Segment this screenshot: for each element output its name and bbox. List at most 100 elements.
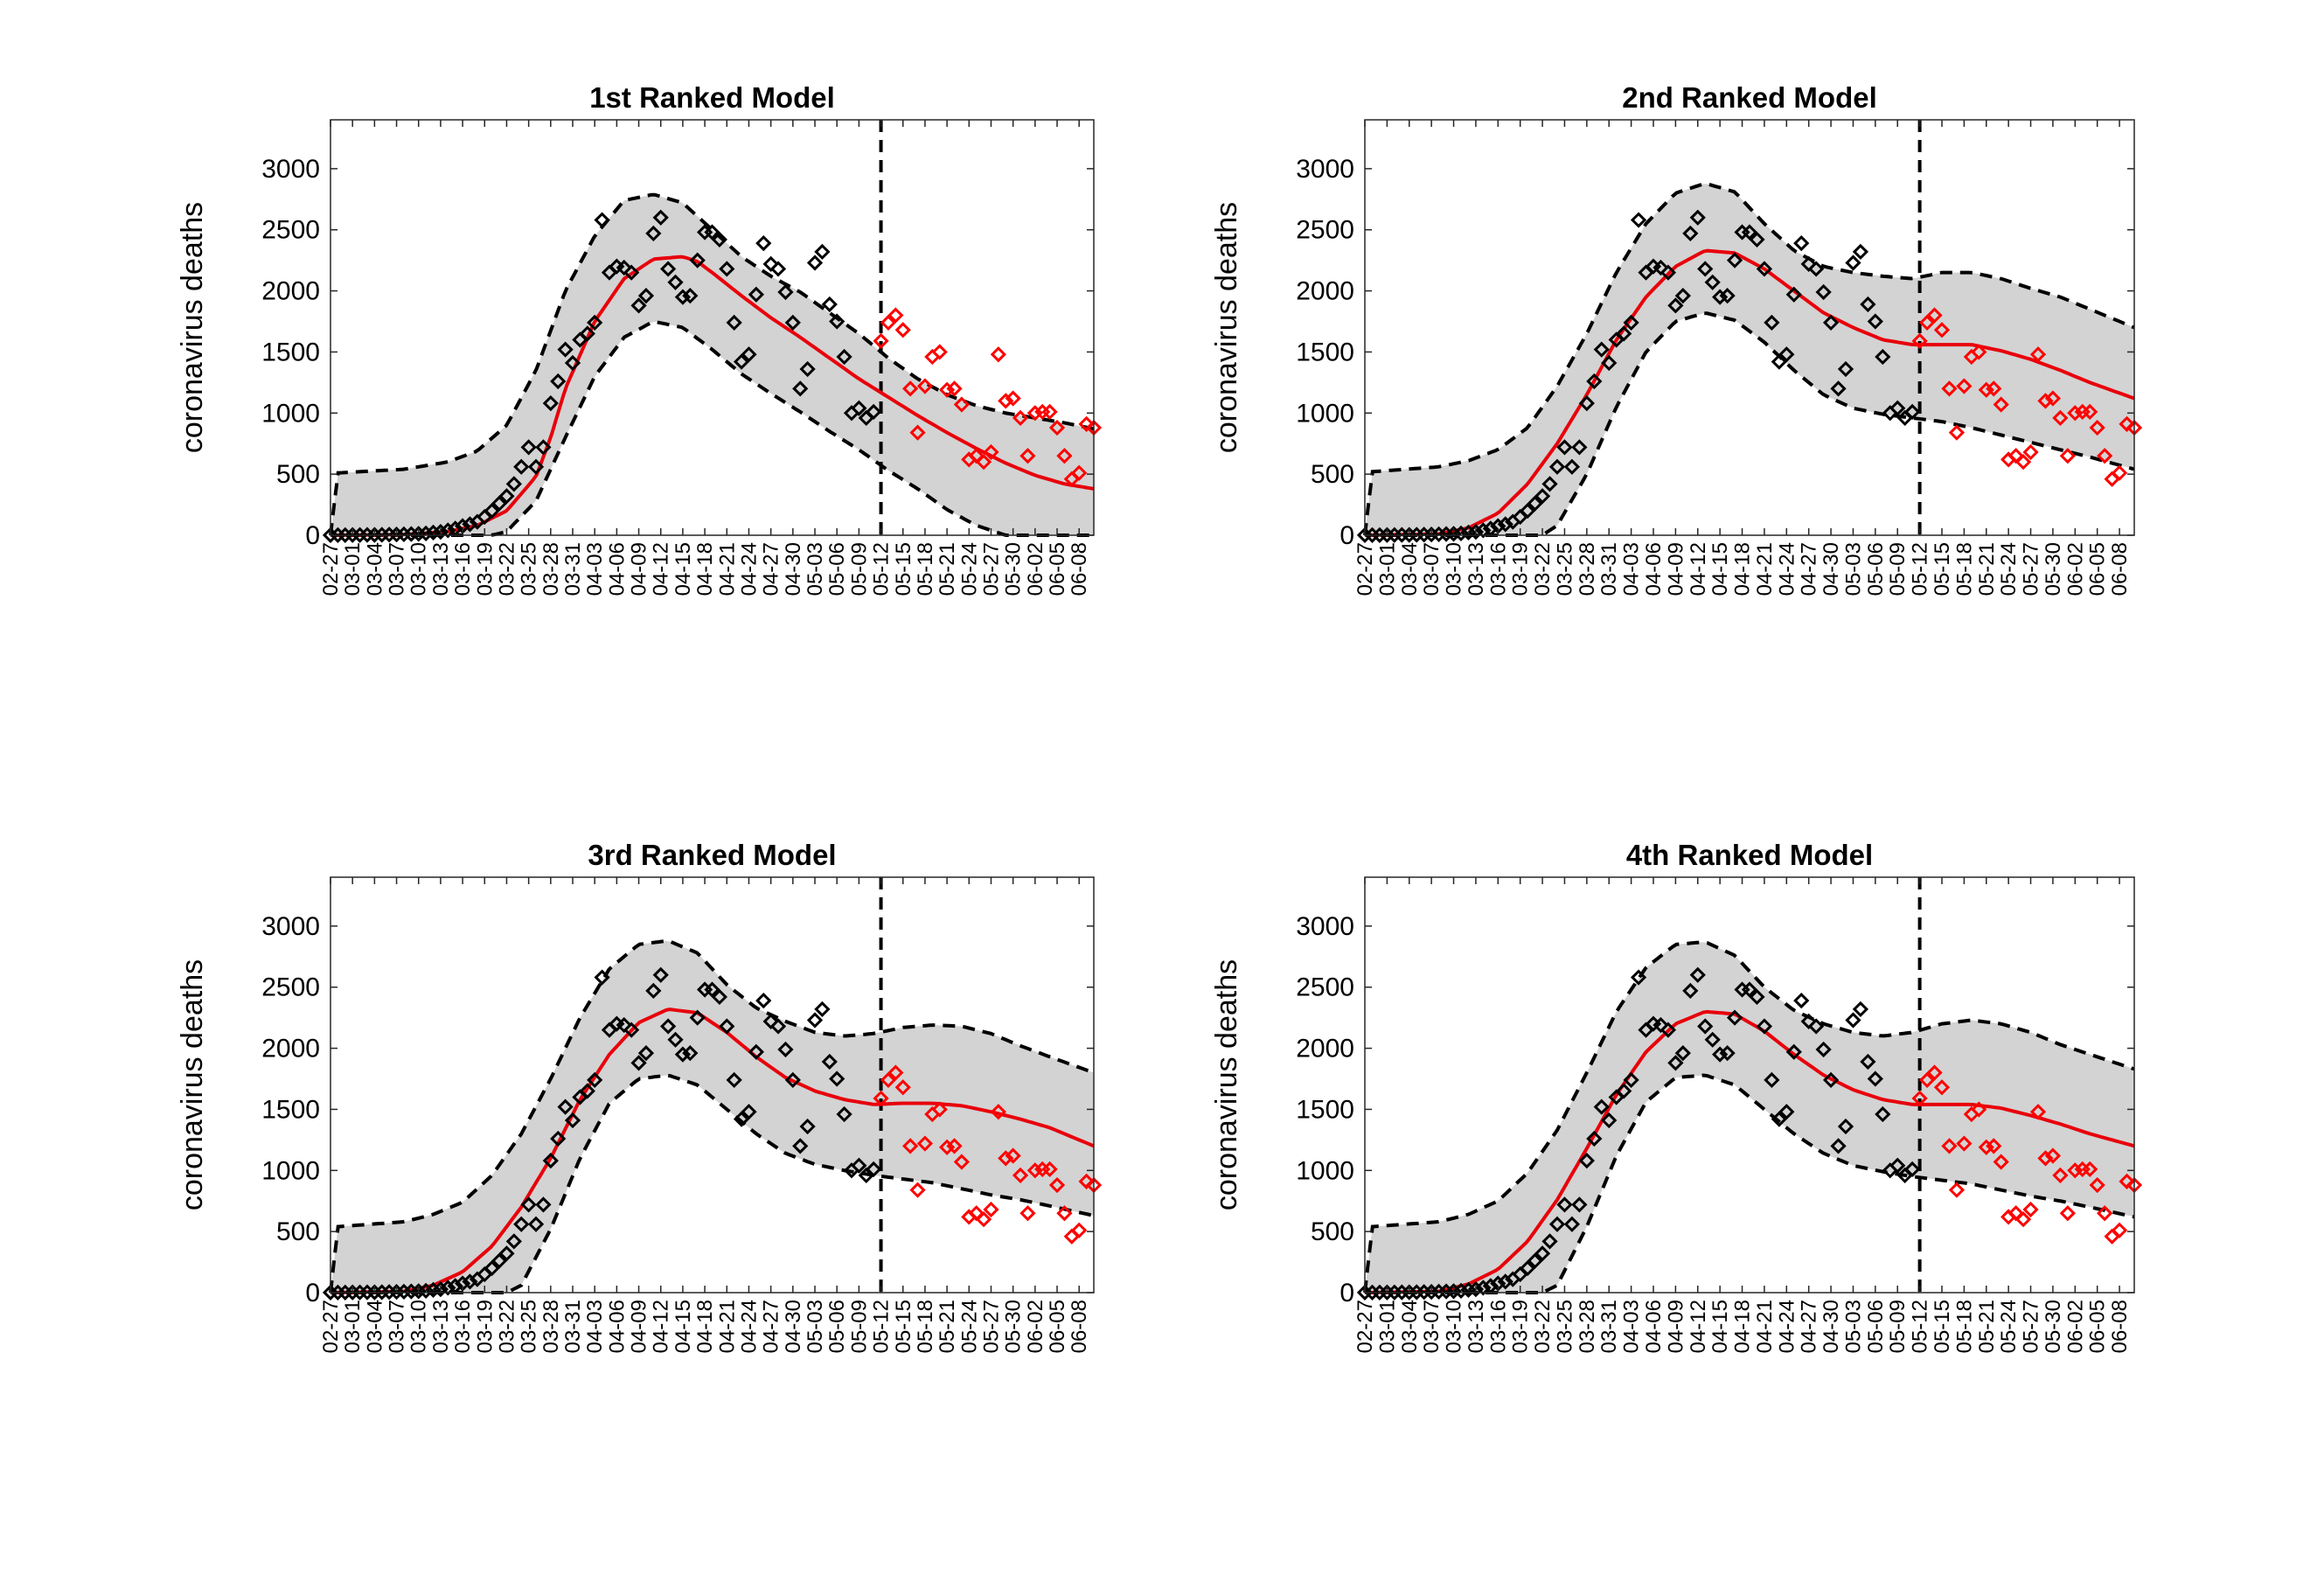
observed-point (769, 261, 787, 277)
forecast-observed-point (938, 381, 956, 398)
x-tick-label: 06-05 (2086, 1300, 2110, 1353)
forecast-observed-point (946, 1138, 963, 1154)
observed-point (1793, 234, 1810, 252)
x-tick-label: 05-06 (825, 1300, 849, 1353)
axes-frame (1364, 119, 2135, 536)
observed-point (674, 1046, 692, 1063)
x-tick-label: 04-18 (1731, 1300, 1755, 1353)
forecast-observed-point (990, 1104, 1007, 1120)
x-tick-label: 04-03 (583, 542, 607, 596)
observed-point (1808, 261, 1825, 277)
forecast-observed-point (1078, 415, 1095, 432)
observed-point (682, 1045, 699, 1062)
forecast-observed-point (1012, 409, 1029, 427)
y-tick-label: 1500 (1296, 338, 1354, 366)
forecast-observed-point (1911, 332, 1928, 349)
forecast-observed-point (953, 396, 971, 413)
x-tick-label: 04-24 (737, 542, 761, 596)
observed-point (1815, 1041, 1832, 1058)
chart-panel-4: 05001000150020002500300002-2703-0103-040… (1210, 839, 2143, 1353)
chart-panel-1: 05001000150020002500300002-2703-0103-040… (176, 81, 1103, 596)
x-tick-label: 04-09 (1664, 1300, 1687, 1353)
forecast-observed-point (1993, 396, 2009, 413)
x-tick-label: 03-01 (341, 1300, 365, 1353)
axes-frame (330, 119, 1095, 536)
x-tick-label: 06-05 (1046, 1300, 1069, 1353)
x-tick-label: 04-03 (583, 1300, 607, 1353)
x-tick-label: 04-15 (671, 1300, 695, 1353)
x-tick-label: 04-12 (650, 542, 673, 596)
x-tick-label: 04-24 (1775, 542, 1799, 596)
observed-point (505, 476, 522, 492)
forecast-observed-point (1005, 390, 1021, 407)
forecast-observed-point (2059, 1205, 2076, 1222)
x-tick-label: 05-24 (957, 542, 981, 596)
forecast-observed-point (2089, 419, 2105, 436)
observed-point (1674, 288, 1691, 304)
x-tick-label: 04-12 (1687, 542, 1710, 596)
observed-point (557, 341, 574, 358)
x-tick-label: 03-19 (473, 1300, 497, 1353)
observed-point (1778, 346, 1795, 363)
observed-point (711, 231, 728, 248)
x-tick-label: 06-08 (2108, 542, 2132, 596)
observed-point (505, 1233, 522, 1250)
forecast-observed-point (1948, 1182, 1966, 1198)
forecast-observed-point (2044, 390, 2062, 407)
observed-point (1682, 225, 1699, 242)
x-tick-label: 06-08 (1068, 542, 1091, 596)
y-tick-label: 1000 (1296, 1156, 1354, 1185)
x-tick-label: 05-24 (1997, 542, 2021, 596)
x-tick-label: 04-30 (782, 542, 805, 596)
axes-frame (1364, 876, 2135, 1294)
x-tick-label: 03-22 (495, 1300, 518, 1353)
forecast-observed-point (2119, 415, 2135, 432)
observed-point (851, 1157, 867, 1174)
x-tick-label: 02-27 (319, 542, 343, 596)
observed-point (777, 283, 794, 301)
observed-point (1800, 1013, 1817, 1029)
observed-point (1667, 297, 1684, 314)
x-tick-label: 05-03 (1841, 542, 1865, 596)
x-tick-label: 05-21 (936, 542, 959, 596)
observed-point (704, 224, 720, 241)
x-tick-label: 02-27 (319, 1300, 343, 1353)
forecast-observed-point (931, 344, 948, 360)
observed-point (645, 225, 662, 242)
y-axis-label: coronavirus deaths (176, 959, 209, 1210)
x-tick-label: 03-16 (451, 1300, 475, 1353)
forecast-observed-point (2022, 443, 2039, 461)
observed-point (1630, 212, 1647, 228)
observed-point (784, 314, 801, 331)
observed-point (1660, 264, 1677, 281)
x-tick-label: 06-02 (1024, 542, 1047, 596)
observed-point (1674, 1045, 1691, 1062)
observed-point (1548, 458, 1566, 475)
x-tick-label: 05-15 (1931, 542, 1954, 596)
x-tick-label: 04-06 (1642, 1300, 1666, 1353)
x-tick-label: 05-21 (1975, 542, 1999, 596)
observed-point (1616, 1083, 1632, 1099)
observed-point (616, 259, 632, 276)
x-tick-label: 05-27 (979, 1300, 1003, 1353)
x-tick-label: 05-21 (1975, 1300, 1999, 1353)
observed-point (652, 209, 669, 226)
observed-point (777, 1041, 794, 1058)
y-tick-label: 2000 (261, 1035, 320, 1063)
forecast-observed-point (909, 1182, 926, 1198)
observed-point (527, 1216, 545, 1232)
x-tick-label: 06-08 (2108, 1300, 2132, 1353)
observed-point (1556, 439, 1573, 456)
forecast-observed-point (2052, 409, 2069, 427)
forecast-observed-point (1971, 344, 1987, 360)
fitted-curve (330, 1008, 1095, 1294)
observed-point (1741, 224, 1758, 241)
x-tick-label: 04-06 (1642, 542, 1666, 596)
x-tick-label: 05-30 (1002, 1300, 1026, 1353)
observed-point (1764, 1071, 1780, 1089)
observed-point (630, 1055, 647, 1071)
x-tick-label: 04-21 (1753, 542, 1777, 596)
x-tick-label: 03-22 (1531, 542, 1555, 596)
observed-point (535, 1196, 552, 1213)
